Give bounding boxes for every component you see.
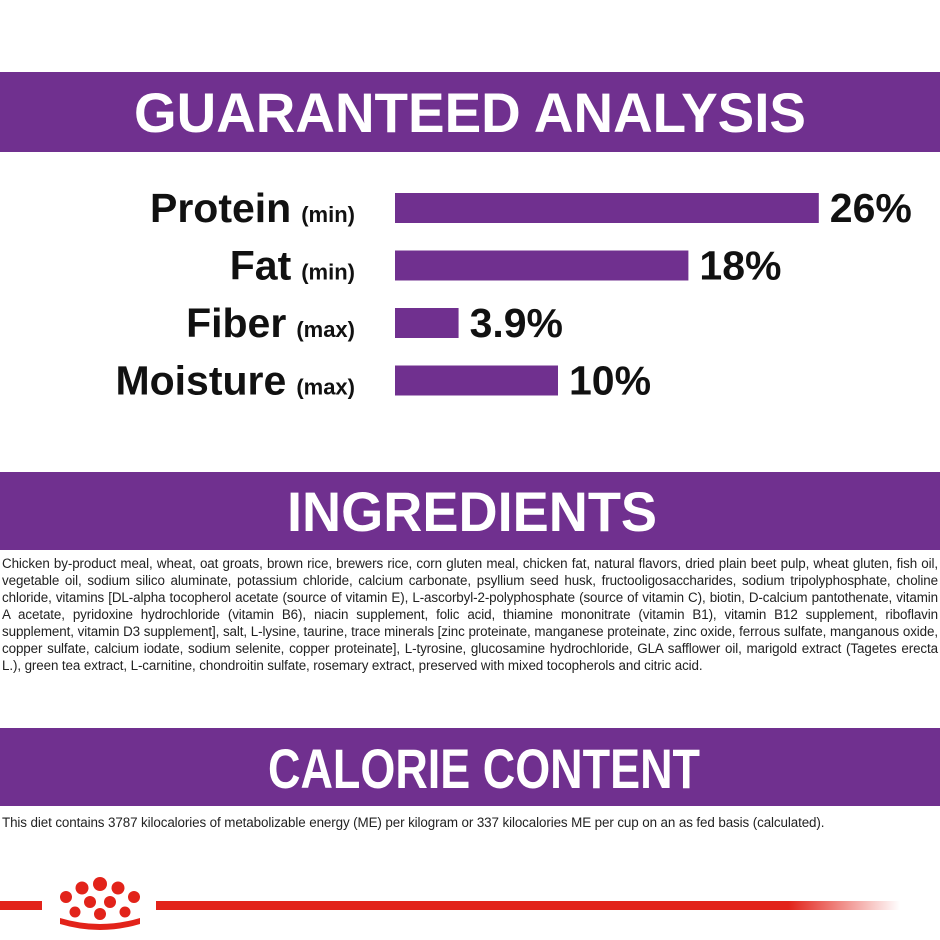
ingredients-text: Chicken by-product meal, wheat, oat groa…	[2, 556, 938, 673]
row-label: Fiber (max)	[186, 300, 355, 346]
row-label: Protein (min)	[150, 185, 355, 231]
section-title: CALORIE CONTENT	[268, 737, 700, 800]
value-label: 18%	[699, 243, 781, 289]
red-rule	[156, 901, 900, 910]
value-label: 26%	[830, 185, 912, 231]
category-qualifier: (min)	[301, 260, 355, 285]
header-band	[0, 472, 940, 550]
category-name: Protein	[150, 185, 291, 231]
bar	[395, 365, 558, 396]
crown-logo	[60, 877, 140, 930]
row-label: Moisture (max)	[115, 358, 355, 404]
value-label: 3.9%	[470, 300, 563, 346]
calorie-text: This diet contains 3787 kilocalories of …	[2, 815, 825, 830]
category-name: Fiber	[186, 300, 286, 346]
value-label: 10%	[569, 358, 651, 404]
bar	[395, 193, 819, 223]
bar	[395, 250, 689, 281]
category-qualifier: (min)	[301, 202, 355, 227]
header-band	[0, 728, 940, 806]
bar	[395, 308, 459, 338]
section-title: GUARANTEED ANALYSIS	[134, 81, 806, 144]
red-rule	[0, 901, 42, 910]
category-name: Moisture	[115, 358, 286, 404]
header-band	[0, 72, 940, 152]
bar-chart: Protein (min) 26% Fat (min) 18% Fiber (max) 3.9%…	[115, 185, 911, 404]
category-qualifier: (max)	[296, 375, 355, 400]
category-name: Fat	[230, 243, 292, 289]
category-qualifier: (max)	[296, 317, 355, 342]
row-label: Fat (min)	[230, 243, 355, 289]
section-title: INGREDIENTS	[287, 480, 657, 543]
